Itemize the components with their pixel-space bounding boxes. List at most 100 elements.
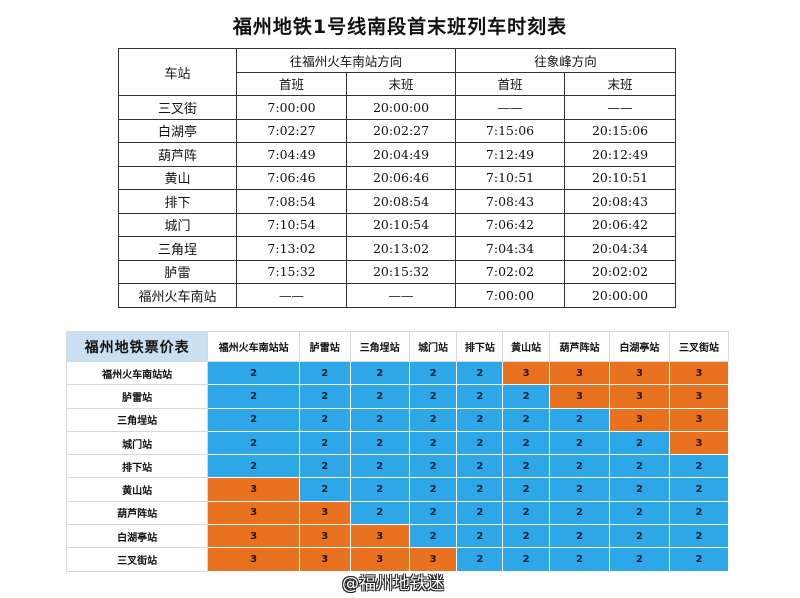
fare-row: 福州火车南站站 2 2 2 2 2 3 3 3 3	[66, 362, 729, 386]
fare-cell: 2	[503, 548, 550, 572]
time-cell: 20:15:06	[564, 118, 677, 143]
fare-cell: 3	[409, 548, 458, 572]
fare-cell: 2	[299, 385, 351, 409]
fare-cell: 2	[503, 525, 550, 549]
direction-header-xiangfeng: 往象峰方向	[455, 48, 677, 73]
timetable-row: 黄山 7:06:46 20:06:46 7:10:51 20:10:51	[118, 165, 677, 190]
fare-cell: 2	[609, 455, 670, 479]
fare-cell: 2	[457, 501, 504, 526]
fare-cell: 2	[409, 408, 458, 432]
time-cell: 20:10:51	[564, 165, 677, 190]
fare-cell: 2	[609, 431, 670, 456]
direction-header-south: 往福州火车南站方向	[235, 48, 457, 73]
station-name: 白湖亭	[118, 118, 237, 143]
fare-row: 排下站 2 2 2 2 2 2 2 2 2	[66, 455, 729, 479]
fare-cell: 2	[350, 501, 410, 526]
time-cell: 20:04:49	[345, 142, 457, 167]
fare-cell: 3	[299, 525, 351, 549]
fare-cell: 2	[503, 501, 550, 526]
time-cell: 7:02:27	[236, 118, 347, 143]
fare-cell: 2	[669, 501, 729, 526]
time-cell: 20:06:42	[564, 212, 677, 237]
fare-cell: 2	[549, 525, 610, 549]
fare-cell: 2	[457, 548, 504, 572]
time-cell: 7:13:02	[236, 236, 347, 261]
fare-cell: 2	[350, 478, 410, 502]
first-train-header: 首班	[455, 71, 566, 96]
fare-cell: 2	[669, 548, 729, 572]
time-cell: ——	[236, 283, 347, 308]
time-cell: 20:00:00	[345, 95, 457, 120]
fare-cell: 2	[503, 408, 550, 432]
fare-cell: 2	[669, 525, 729, 549]
watermark: @福州地铁迷	[342, 574, 444, 594]
fare-cell: 2	[409, 455, 458, 479]
fare-cell: 2	[549, 408, 610, 432]
fare-cell: 2	[503, 385, 550, 409]
time-cell: 7:08:54	[236, 189, 347, 214]
time-cell: 20:00:00	[564, 283, 677, 308]
timetable-row: 城门 7:10:54 20:10:54 7:06:42 20:06:42	[118, 212, 677, 237]
fare-cell: 2	[299, 408, 351, 432]
fare-cell: 2	[350, 385, 410, 409]
fare-cell: 2	[409, 478, 458, 502]
time-cell: 20:04:34	[564, 236, 677, 261]
fare-cell: 3	[208, 501, 300, 526]
fare-cell: 2	[609, 525, 670, 549]
timetable-row: 葫芦阵 7:04:49 20:04:49 7:12:49 20:12:49	[118, 142, 677, 167]
station-name: 胪雷	[118, 259, 237, 284]
fare-cell: 3	[609, 408, 670, 432]
timetable-row: 白湖亭 7:02:27 20:02:27 7:15:06 20:15:06	[118, 118, 677, 143]
timetable: 车站 往福州火车南站方向 往象峰方向 首班 末班 首班 末班 三叉街 7:00:0…	[118, 48, 677, 308]
fare-cell: 3	[669, 408, 729, 432]
timetable-row: 三角埕 7:13:02 20:13:02 7:04:34 20:04:34	[118, 236, 677, 261]
fare-row: 胪雷站 2 2 2 2 2 2 3 3 3	[66, 385, 729, 409]
station-name: 三叉街	[118, 95, 237, 120]
time-cell: 7:04:34	[455, 236, 566, 261]
station-name: 福州火车南站	[118, 283, 237, 308]
fare-cell: 3	[503, 362, 550, 386]
time-cell: 7:08:43	[455, 189, 566, 214]
fare-column-header: 三角埕站	[350, 331, 410, 362]
fare-cell: 3	[549, 362, 610, 386]
fare-cell: 2	[208, 362, 300, 386]
time-cell: 7:06:42	[455, 212, 566, 237]
time-cell: ——	[564, 95, 677, 120]
fare-cell: 3	[350, 548, 410, 572]
fare-cell: 2	[409, 385, 458, 409]
time-cell: 20:02:27	[345, 118, 457, 143]
fare-cell: 2	[350, 455, 410, 479]
fare-cell: 2	[208, 455, 300, 479]
time-cell: 20:06:46	[345, 165, 457, 190]
fare-column-header: 黄山站	[503, 331, 550, 362]
fare-column-header: 胪雷站	[299, 331, 351, 362]
fare-cell: 2	[409, 362, 458, 386]
time-cell: 20:12:49	[564, 142, 677, 167]
fare-cell: 3	[208, 548, 300, 572]
fare-column-header: 城门站	[409, 331, 458, 362]
fare-row: 三角埕站 2 2 2 2 2 2 2 3 3	[66, 408, 729, 432]
fare-cell: 2	[669, 478, 729, 502]
fare-cell: 2	[457, 362, 504, 386]
fare-cell: 2	[409, 501, 458, 526]
fare-column-header: 排下站	[457, 331, 504, 362]
fare-cell: 2	[457, 385, 504, 409]
fare-cell: 3	[208, 525, 300, 549]
time-cell: 20:08:43	[564, 189, 677, 214]
fare-table: 福州地铁票价表 福州火车南站站 胪雷站 三角埕站 城门站 排下站 黄山站 葫芦阵站 白湖亭站三…	[66, 331, 729, 572]
station-name: 城门	[118, 212, 237, 237]
fare-row-station: 葫芦阵站	[66, 501, 209, 526]
last-train-header: 末班	[564, 71, 677, 96]
fare-cell: 2	[299, 362, 351, 386]
fare-cell: 2	[503, 431, 550, 456]
fare-row: 白湖亭站 3 3 3 2 2 2 2 2 2	[66, 525, 729, 549]
fare-cell: 2	[503, 478, 550, 502]
time-cell: ——	[345, 283, 457, 308]
time-cell: 7:12:49	[455, 142, 566, 167]
time-cell: ——	[455, 95, 566, 120]
fare-cell: 2	[609, 478, 670, 502]
station-header: 车站	[118, 48, 237, 96]
fare-cell: 3	[669, 385, 729, 409]
fare-row-station: 福州火车南站站	[66, 362, 209, 386]
station-name: 排下	[118, 189, 237, 214]
